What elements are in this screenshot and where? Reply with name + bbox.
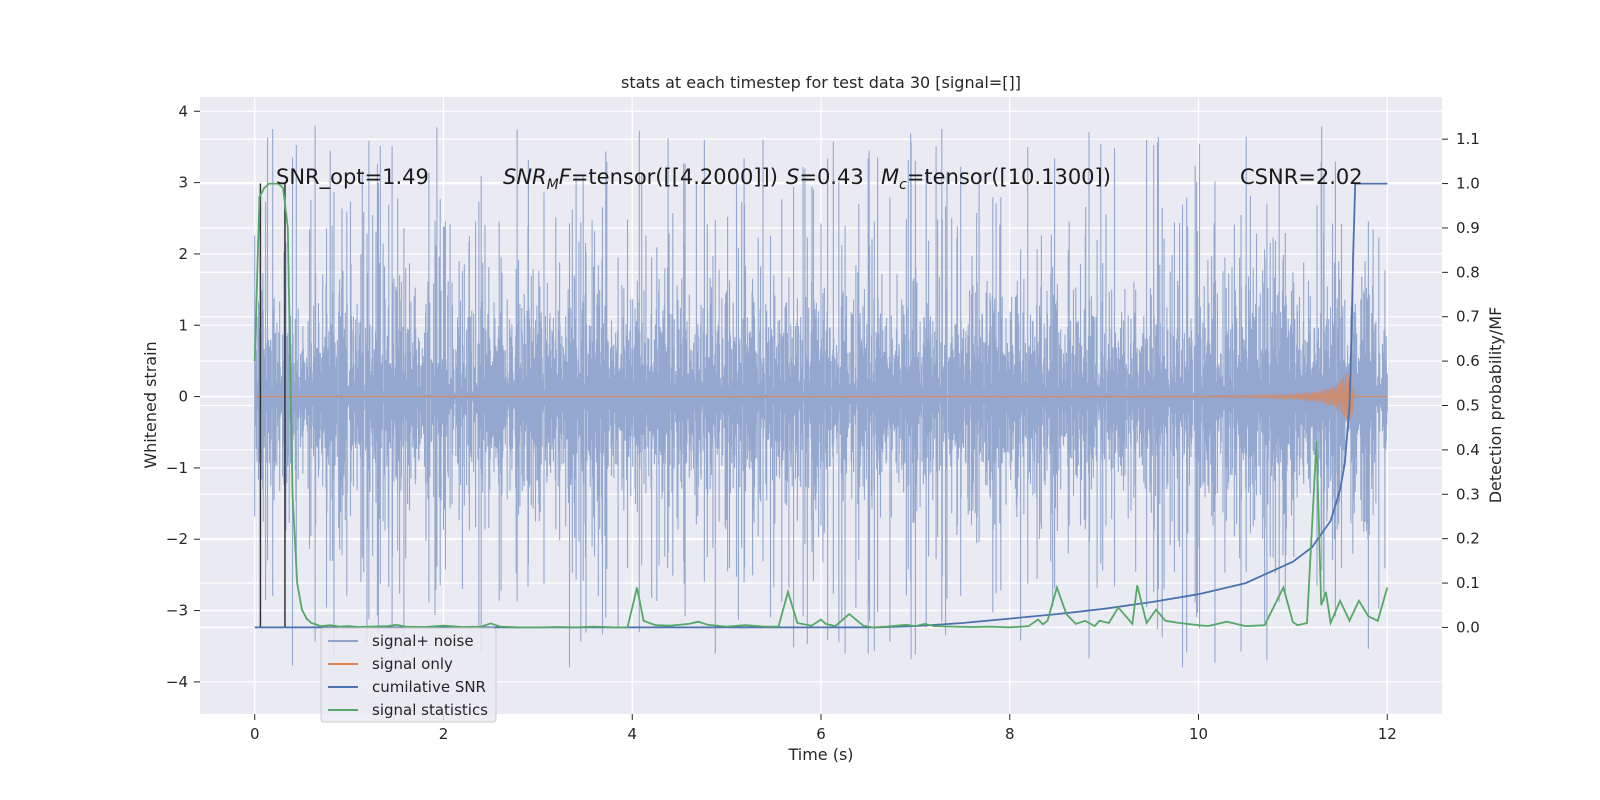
right-axis-ticks: 0.0 0.1 0.2 0.3 0.4 0.5 0.6 0.7 0.8 0.9 1.0 1.1 bbox=[1442, 130, 1480, 636]
x-tick-label-4: 8 bbox=[1005, 725, 1015, 743]
chart-title: stats at each timestep for test data 30 … bbox=[621, 73, 1021, 92]
y-left-tick-label-4: 0 bbox=[178, 388, 188, 406]
x-tick-label-2: 4 bbox=[627, 725, 637, 743]
y-right-tick-label-9: 0.9 bbox=[1456, 219, 1480, 237]
cumulative-snr-series bbox=[254, 182, 1388, 629]
y-right-tick-label-10: 1.0 bbox=[1456, 175, 1480, 193]
y-axis-label-right: Detection probability/MF bbox=[1486, 307, 1505, 504]
signal-statistics-series bbox=[253, 182, 1389, 629]
signal-only-line bbox=[254, 372, 1388, 421]
y-left-tick-label-7: 3 bbox=[178, 174, 188, 192]
legend-label-signal-statistics: signal statistics bbox=[372, 701, 488, 719]
y-right-tick-label-8: 0.8 bbox=[1456, 263, 1480, 281]
x-tick-label-5: 10 bbox=[1189, 725, 1208, 743]
y-right-tick-label-2: 0.2 bbox=[1456, 530, 1480, 548]
y-left-tick-label-8: 4 bbox=[178, 102, 188, 120]
signal-only-series bbox=[254, 372, 1388, 421]
annotation-mc-base: M bbox=[881, 165, 899, 189]
y-left-tick-label-3: −1 bbox=[166, 459, 188, 477]
legend: signal+ noise signal only cumilative SNR… bbox=[320, 627, 497, 723]
annotation-snr-opt: SNR_opt=1.49 bbox=[276, 165, 429, 190]
left-axis-ticks: −4 −3 −2 −1 0 1 2 3 4 bbox=[166, 102, 200, 691]
y-left-tick-label-0: −4 bbox=[166, 673, 188, 691]
annotation-snr-mf: SNRMF=tensor([[4.2000]]) bbox=[503, 165, 778, 193]
y-right-tick-label-5: 0.5 bbox=[1456, 397, 1480, 415]
legend-label-noise: signal+ noise bbox=[372, 632, 474, 650]
legend-label-signal-only: signal only bbox=[372, 655, 453, 673]
x-tick-label-0: 0 bbox=[250, 725, 260, 743]
y-left-tick-label-6: 2 bbox=[178, 245, 188, 263]
y-right-tick-label-1: 0.1 bbox=[1456, 574, 1480, 592]
y-left-tick-label-1: −3 bbox=[166, 602, 188, 620]
annotations: SNR_opt=1.49 SNRMF=tensor([[4.2000]]) S=… bbox=[276, 165, 1363, 193]
y-right-tick-label-11: 1.1 bbox=[1456, 130, 1480, 148]
annotation-csnr: CSNR=2.02 bbox=[1240, 165, 1363, 189]
x-tick-label-3: 6 bbox=[816, 725, 826, 743]
y-right-tick-label-3: 0.3 bbox=[1456, 485, 1480, 503]
legend-box bbox=[320, 627, 497, 723]
annotation-s: S=0.43 bbox=[786, 165, 864, 189]
annotation-s-var: S bbox=[786, 165, 799, 189]
annotation-mc-sub: c bbox=[899, 177, 907, 193]
annotation-snr-mf-var: F bbox=[559, 165, 572, 189]
y-axis-label-left: Whitened strain bbox=[141, 341, 160, 468]
annotation-snr-mf-base: SNR bbox=[503, 165, 547, 189]
y-right-tick-label-6: 0.6 bbox=[1456, 352, 1480, 370]
signal-noise-line bbox=[254, 125, 1388, 668]
y-left-tick-label-2: −2 bbox=[166, 530, 188, 548]
annotation-s-value: =0.43 bbox=[799, 165, 863, 189]
x-axis-ticks: 0 2 4 6 8 10 12 bbox=[250, 714, 1397, 743]
y-right-tick-label-7: 0.7 bbox=[1456, 308, 1480, 326]
annotation-mc-value: =tensor([10.1300]) bbox=[907, 165, 1111, 189]
vertical-markers bbox=[259, 183, 286, 628]
cumulative-snr-line bbox=[254, 182, 1388, 629]
x-tick-label-6: 12 bbox=[1378, 725, 1397, 743]
signal-noise-series bbox=[254, 125, 1388, 668]
y-right-tick-label-4: 0.4 bbox=[1456, 441, 1480, 459]
annotation-mc: Mc=tensor([10.1300]) bbox=[881, 165, 1111, 193]
signal-statistics-line bbox=[253, 182, 1389, 629]
annotation-snr-mf-value: =tensor([[4.2000]]) bbox=[571, 165, 778, 189]
x-tick-label-1: 2 bbox=[439, 725, 449, 743]
legend-label-cumulative-snr: cumilative SNR bbox=[372, 678, 486, 696]
x-axis-label: Time (s) bbox=[787, 745, 853, 764]
y-right-tick-label-0: 0.0 bbox=[1456, 618, 1480, 636]
annotation-snr-mf-sub: M bbox=[547, 177, 559, 193]
y-left-tick-label-5: 1 bbox=[178, 316, 188, 334]
